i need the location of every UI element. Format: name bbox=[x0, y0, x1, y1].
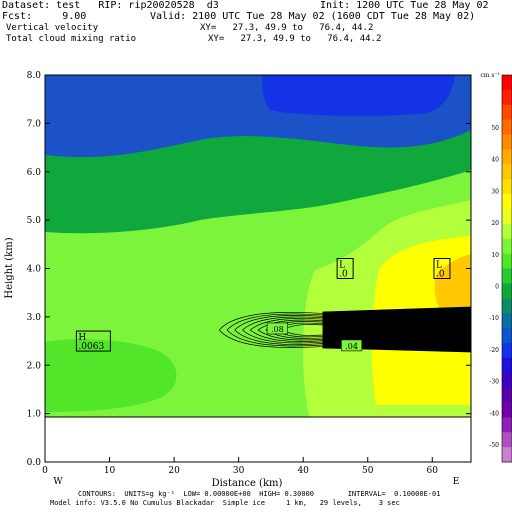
colorbar-swatch bbox=[502, 119, 512, 136]
y-tick-label: 1.0 bbox=[27, 410, 42, 420]
colorbar-swatch bbox=[502, 402, 512, 418]
x-tick-label: 30 bbox=[233, 466, 245, 476]
colorbar-swatch bbox=[502, 372, 512, 389]
extrema-marker-box bbox=[427, 316, 457, 338]
y-tick-label: 2.0 bbox=[27, 361, 42, 371]
x-tick-label: 60 bbox=[427, 466, 439, 476]
extrema-marker-value: 4317 bbox=[430, 328, 453, 338]
colorbar-swatch bbox=[502, 417, 512, 433]
x-tick-label: 50 bbox=[362, 466, 374, 476]
valid-time: Valid: 2100 UTC Tue 28 May 02 (1600 CDT … bbox=[150, 11, 476, 22]
colorbar-swatch bbox=[502, 283, 512, 299]
colorbar-swatch bbox=[502, 75, 512, 91]
colorbar-swatch bbox=[502, 253, 512, 269]
colorbar-swatch bbox=[502, 357, 512, 374]
colorbar-swatch bbox=[502, 149, 512, 165]
extrema-marker-kind: H bbox=[78, 333, 86, 343]
y-tick-label: 3.0 bbox=[27, 313, 42, 323]
colorbar-swatch bbox=[502, 313, 512, 329]
colorbar-swatch bbox=[502, 208, 512, 225]
colorbar-swatch bbox=[502, 223, 512, 240]
contour-labels: .08 .04 bbox=[266, 322, 363, 352]
y-tick-label: 0.0 bbox=[27, 458, 42, 468]
colorbar-swatch bbox=[502, 298, 512, 314]
colorbar-tick-label: -50 bbox=[489, 442, 499, 449]
y-tick-label: 8.0 bbox=[27, 71, 42, 81]
colorbar-swatch bbox=[502, 268, 512, 284]
colorbar-tick-label: 0 bbox=[495, 284, 499, 291]
colorbar-swatch bbox=[502, 432, 512, 448]
extrema-marker-kind: H bbox=[430, 319, 438, 329]
x-tick-label: 0 bbox=[42, 466, 48, 476]
cross-section-xy-2: XY= 27.3, 49.9 to 76.4, 44.2 bbox=[208, 34, 382, 44]
extrema-marker-box bbox=[336, 258, 354, 279]
y-axis: 0.0 1.0 2.0 3.0 4.0 5.0 6.0 7.0 8.0 bbox=[27, 71, 471, 468]
y-axis-label: Height (km) bbox=[4, 237, 15, 298]
field-mid-green-region bbox=[45, 339, 177, 412]
colorbar-swatch bbox=[502, 179, 512, 195]
field-dark-blue-region bbox=[262, 75, 455, 116]
x-tick-label: 10 bbox=[104, 466, 116, 476]
colorbar-tick-label: 30 bbox=[491, 188, 499, 195]
colorbar-tick-label: 20 bbox=[491, 220, 499, 227]
extrema-marker-box bbox=[433, 258, 451, 279]
init-time: Init: 1200 UTC Tue 28 May 02 bbox=[320, 0, 489, 11]
y-tick-label: 6.0 bbox=[27, 168, 42, 178]
colorbar-swatch bbox=[502, 238, 512, 255]
y-tick-label: 7.0 bbox=[27, 119, 42, 129]
extrema-marker-box bbox=[75, 330, 111, 352]
colorbar: cm s⁻¹ 50 40 30 20 10 0 -10 -20 -30 -40 -50 bbox=[480, 72, 512, 463]
x-tick-label: 20 bbox=[168, 466, 180, 476]
colorbar-tick-label: -10 bbox=[489, 315, 499, 322]
colorbar-tick-label: 10 bbox=[491, 252, 499, 259]
colorbar-tick-label: 40 bbox=[491, 157, 499, 164]
colorbar-frame bbox=[501, 74, 512, 463]
cloud-contour-line bbox=[250, 318, 368, 342]
cross-section-xy-1: XY= 27.3, 49.9 to 76.4, 44.2 bbox=[200, 23, 374, 33]
footer-contours-line: CONTOURS: UNITS=g kg⁻¹ LOW= 0.00000E+00 … bbox=[78, 490, 441, 498]
x-end-label-west: W bbox=[53, 477, 63, 487]
x-axis-label: Distance (km) bbox=[212, 478, 283, 489]
contour-label: .04 bbox=[345, 342, 358, 351]
colorbar-unit: cm s⁻¹ bbox=[480, 72, 500, 79]
extrema-marker-value: .0 bbox=[436, 270, 445, 280]
extrema-marker-kind: L bbox=[339, 261, 345, 271]
colorbar-tick-label: -20 bbox=[489, 347, 499, 354]
field-name-1: Vertical velocity bbox=[6, 23, 99, 33]
colorbar-swatch bbox=[502, 387, 512, 403]
x-axis: 0 10 20 30 40 50 60 bbox=[42, 457, 438, 476]
colorbar-swatch bbox=[502, 328, 512, 344]
contour-label-box bbox=[341, 339, 363, 352]
colorbar-tick-label: -40 bbox=[489, 410, 499, 417]
colorbar-swatch bbox=[502, 89, 512, 106]
shaded-field bbox=[45, 75, 471, 462]
x-tick-label: 40 bbox=[297, 466, 309, 476]
contour-label: .08 bbox=[271, 325, 284, 334]
cloud-contour-line bbox=[257, 319, 368, 341]
colorbar-swatch bbox=[502, 104, 512, 121]
field-name-2: Total cloud mixing ratio bbox=[6, 34, 137, 44]
contour-label-box bbox=[266, 322, 288, 335]
colorbar-swatch bbox=[502, 134, 512, 150]
forecast-hour: Fcst: 9.00 bbox=[2, 11, 87, 22]
x-end-label-east: E bbox=[453, 477, 460, 487]
footer-model-info: Model info: V3.5.0 No Cumulus Blackadar … bbox=[50, 499, 400, 507]
extrema-marker-value: .0063 bbox=[78, 342, 104, 352]
colorbar-swatch bbox=[502, 447, 512, 463]
colorbar-tick-label: -30 bbox=[489, 379, 499, 386]
colorbar-swatch bbox=[502, 342, 512, 359]
colorbar-swatch bbox=[502, 164, 512, 180]
colorbar-swatch bbox=[502, 194, 512, 210]
terrain-mask bbox=[45, 417, 471, 462]
extrema-marker-kind: L bbox=[436, 261, 442, 271]
dataset-line: Dataset: test RIP: rip20020528 d3 bbox=[2, 0, 219, 11]
y-tick-label: 4.0 bbox=[27, 265, 42, 275]
colorbar-tick-label: 50 bbox=[491, 125, 499, 132]
y-tick-label: 5.0 bbox=[27, 216, 42, 226]
field-orange-region bbox=[434, 254, 471, 312]
extrema-marker-value: .0 bbox=[339, 270, 348, 280]
